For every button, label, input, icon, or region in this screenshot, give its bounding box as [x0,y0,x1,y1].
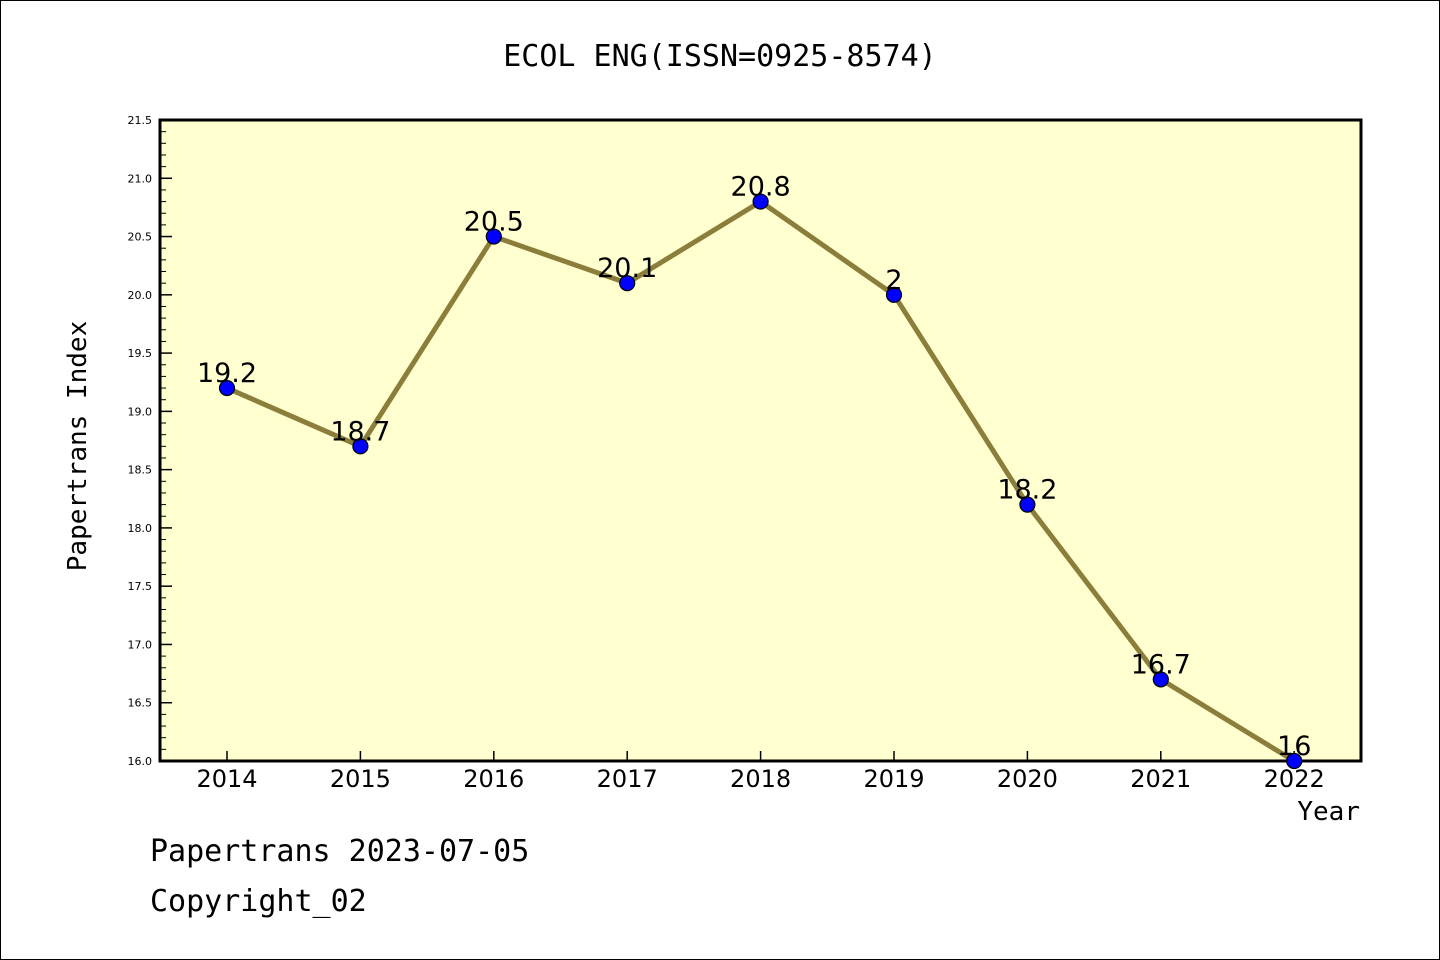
y-tick-label: 21.5 [128,114,153,127]
x-axis: 2014 2015 2016 2017 2018 2019 2020 2021 2022 [196,751,1325,793]
x-tick-label: 2017 [597,765,658,793]
data-point [752,193,769,210]
y-tick-label: 20.0 [128,289,153,302]
y-axis-label: Papertrans Index [63,321,93,571]
data-point [352,438,369,455]
y-tick-label: 18.5 [128,464,153,477]
x-tick-label: 2014 [196,765,257,793]
data-label: 16.7 [1131,649,1191,680]
x-tick-label: 2021 [1130,765,1191,793]
data-label: 19.2 [197,358,257,389]
data-label: 20.5 [464,207,524,238]
data-point [218,379,236,397]
data-point [885,286,903,303]
x-tick-label: 2018 [730,765,791,793]
y-tick-label: 18.0 [128,522,153,535]
y-tick-label: 16.5 [128,697,153,710]
x-tick-label: 2020 [997,765,1058,793]
data-label: 16 [1277,731,1311,762]
x-tick-label: 2022 [1264,765,1325,793]
data-label: 18.2 [997,475,1057,506]
y-tick-label: 17.5 [128,580,153,593]
data-labels: 19.2 18.7 20.5 20.1 20.8 2 18.2 16.7 16 [197,172,1311,762]
x-tick-label: 2015 [330,765,391,793]
y-axis: 16.0 16.5 17.0 17.5 18.0 18.5 19.0 19.5 20.0 20.5… [128,114,172,768]
footer-copyright: Copyright_02 [150,884,367,919]
y-tick-label: 19.5 [128,347,153,360]
data-point [1152,671,1169,688]
x-tick-label: 2019 [863,765,924,793]
x-axis-label: Year [1297,797,1360,827]
footer-date: Papertrans 2023-07-05 [150,834,530,869]
data-point [619,275,636,292]
data-point [1286,752,1303,770]
x-tick-label: 2016 [463,765,524,793]
chart-title: ECOL ENG(ISSN=0925-8574) [503,39,936,74]
data-label: 20.1 [597,253,657,284]
y-tick-label: 21.0 [128,172,153,185]
data-point [1019,496,1036,513]
data-label: 2 [885,265,902,296]
data-label: 20.8 [731,172,791,203]
data-label: 18.7 [330,416,390,447]
data-markers [218,193,1303,770]
y-tick-label: 20.5 [128,231,153,244]
y-tick-label: 19.0 [128,405,153,418]
y-tick-label: 17.0 [128,638,153,651]
data-point [485,228,502,245]
y-tick-label: 16.0 [128,755,153,768]
